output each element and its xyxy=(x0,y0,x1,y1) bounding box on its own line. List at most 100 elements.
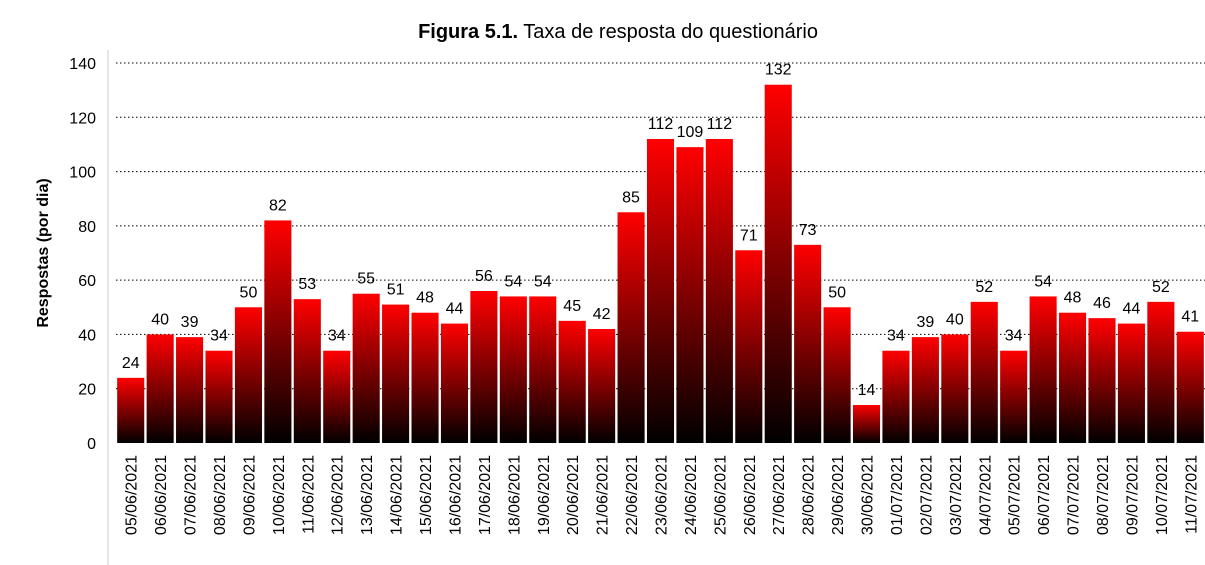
bar xyxy=(1176,331,1204,443)
y-tick-label: 120 xyxy=(69,110,96,127)
x-tick-label: 17/06/2021 xyxy=(477,455,494,535)
x-tick-label: 30/06/2021 xyxy=(860,455,877,535)
data-label: 109 xyxy=(677,124,704,141)
data-label: 54 xyxy=(534,273,552,290)
data-label: 50 xyxy=(828,284,846,301)
bar xyxy=(529,296,557,443)
y-tick-label: 60 xyxy=(78,273,96,290)
data-label: 73 xyxy=(799,222,817,239)
x-tick-label: 11/07/2021 xyxy=(1183,455,1200,534)
x-tick-label: 27/06/2021 xyxy=(771,455,788,535)
x-tick-label: 01/07/2021 xyxy=(889,455,906,535)
data-label: 54 xyxy=(504,273,522,290)
x-tick-label: 09/07/2021 xyxy=(1124,455,1141,535)
data-label: 34 xyxy=(328,328,346,345)
bar xyxy=(234,307,262,443)
data-label: 45 xyxy=(563,298,581,315)
title-label: Figura 5.1. xyxy=(418,21,518,43)
y-tick-label: 80 xyxy=(78,219,96,236)
data-label: 51 xyxy=(387,282,405,299)
bar xyxy=(941,334,969,443)
x-tick-label: 09/06/2021 xyxy=(241,455,258,535)
x-tick-label: 06/07/2021 xyxy=(1036,455,1053,535)
x-tick-label: 20/06/2021 xyxy=(565,455,582,535)
x-tick-label: 10/06/2021 xyxy=(271,455,288,535)
x-tick-label: 12/06/2021 xyxy=(330,455,347,535)
data-label: 34 xyxy=(1005,328,1023,345)
data-label: 71 xyxy=(740,227,758,244)
x-tick-label: 11/06/2021 xyxy=(300,455,317,534)
x-tick-label: 28/06/2021 xyxy=(801,455,818,535)
data-label: 112 xyxy=(648,116,674,133)
data-label: 55 xyxy=(357,271,375,288)
x-tick-label: 02/07/2021 xyxy=(918,455,935,535)
x-tick-label: 16/06/2021 xyxy=(447,455,464,535)
y-axis-label: Respostas (por dia) xyxy=(35,178,52,327)
x-tick-label: 21/06/2021 xyxy=(595,455,612,535)
bar xyxy=(440,323,469,443)
bar xyxy=(852,405,881,443)
bar xyxy=(558,320,586,443)
title-text: Taxa de resposta do questionário xyxy=(523,21,818,43)
x-tick-label: 05/07/2021 xyxy=(1007,455,1024,535)
bar xyxy=(1117,323,1145,443)
bar xyxy=(293,299,321,443)
y-tick-label: 20 xyxy=(78,382,96,399)
data-label: 48 xyxy=(416,290,434,307)
data-label: 52 xyxy=(975,279,993,296)
bar xyxy=(411,312,439,443)
bar xyxy=(499,296,527,443)
bar xyxy=(676,147,704,443)
x-tick-label: 23/06/2021 xyxy=(654,455,671,535)
y-tick-label: 40 xyxy=(78,327,96,344)
bar xyxy=(1029,296,1057,443)
x-tick-label: 19/06/2021 xyxy=(536,455,553,535)
x-tick-label: 15/06/2021 xyxy=(418,455,435,535)
x-tick-label: 03/07/2021 xyxy=(948,455,965,535)
data-label: 41 xyxy=(1181,309,1199,326)
bar xyxy=(205,350,233,443)
x-tick-label: 22/06/2021 xyxy=(624,455,641,535)
data-label: 24 xyxy=(122,355,140,372)
bar xyxy=(970,301,998,443)
bar xyxy=(705,139,733,443)
bar xyxy=(1088,318,1116,443)
bar xyxy=(1147,301,1175,443)
bar xyxy=(588,329,616,443)
data-label: 85 xyxy=(622,189,640,206)
x-tick-label: 08/06/2021 xyxy=(212,455,229,535)
x-tick-label: 07/07/2021 xyxy=(1066,455,1083,535)
x-tick-label: 06/06/2021 xyxy=(153,455,170,535)
bar xyxy=(146,334,174,443)
bar xyxy=(117,377,145,443)
bar xyxy=(764,84,792,443)
bar xyxy=(735,250,763,443)
data-label: 40 xyxy=(946,311,964,328)
bar xyxy=(176,337,204,443)
y-tick-label: 100 xyxy=(69,165,96,182)
data-label: 40 xyxy=(151,311,169,328)
x-tick-label: 05/06/2021 xyxy=(124,455,141,535)
x-tick-label: 07/06/2021 xyxy=(183,455,200,535)
data-label: 50 xyxy=(240,284,258,301)
data-label: 82 xyxy=(269,197,287,214)
data-label: 112 xyxy=(707,116,733,133)
x-tick-label: 13/06/2021 xyxy=(359,455,376,535)
data-label: 46 xyxy=(1093,295,1111,312)
x-tick-label: 18/06/2021 xyxy=(506,455,523,535)
y-tick-label: 0 xyxy=(87,436,96,453)
bar xyxy=(382,304,410,443)
bar xyxy=(794,244,822,443)
bar xyxy=(470,291,498,443)
bar xyxy=(823,307,851,443)
x-tick-label: 25/06/2021 xyxy=(712,455,729,535)
data-label: 54 xyxy=(1034,273,1052,290)
bar xyxy=(617,212,645,443)
data-label: 42 xyxy=(593,306,611,323)
bar xyxy=(646,139,675,443)
y-tick-label: 140 xyxy=(69,56,96,73)
chart-title: Figura 5.1. Taxa de resposta do question… xyxy=(418,21,818,43)
data-label: 44 xyxy=(1123,301,1141,318)
x-tick-label: 10/07/2021 xyxy=(1154,455,1171,535)
data-label: 34 xyxy=(887,328,905,345)
